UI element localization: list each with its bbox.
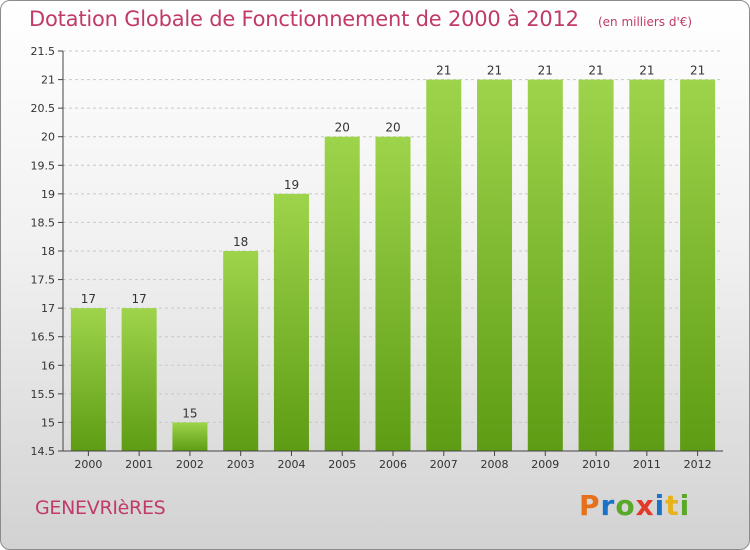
bar-2005: [324, 136, 360, 451]
x-tick-label: 2008: [481, 458, 509, 471]
chart-title: Dotation Globale de Fonctionnement de 20…: [29, 7, 579, 31]
data-label: 20: [335, 121, 350, 135]
bar-2004: [273, 193, 309, 451]
brand-letter: t: [665, 489, 680, 522]
brand-letter: o: [615, 489, 636, 522]
brand-logo: Proxiti: [579, 489, 690, 522]
x-tick-label: 2009: [531, 458, 559, 471]
axes: [62, 51, 723, 452]
bar-2003: [223, 251, 259, 451]
bar-2008: [477, 79, 513, 452]
brand-letter: i: [654, 489, 666, 522]
data-label: 21: [487, 64, 502, 78]
y-tick-label: 18: [41, 245, 55, 258]
y-tick-label: 20: [41, 131, 55, 144]
y-tick-label: 19.5: [31, 159, 56, 172]
y-tick-label: 14.5: [31, 445, 56, 458]
chart-unit: (en milliers d'€): [597, 15, 693, 29]
x-axis-ticks: 2000 2001 2002 2003 2004 2005 2006 2007 2008 2009…: [74, 451, 712, 471]
bar-2009: [527, 79, 563, 452]
x-tick-label: 2001: [125, 458, 153, 471]
bar-2002: [172, 422, 208, 451]
y-tick-label: 17: [41, 302, 55, 315]
data-label: 21: [436, 64, 451, 78]
bars: 17 17 15 18 19 20 20 21 21 21 21 21 21: [70, 64, 716, 452]
data-label: 18: [233, 235, 248, 249]
data-label: 21: [538, 64, 553, 78]
y-tick-label: 20.5: [31, 102, 56, 115]
x-tick-label: 2007: [430, 458, 458, 471]
y-tick-label: 15.5: [31, 388, 56, 401]
data-label: 19: [284, 178, 299, 192]
data-label: 17: [81, 292, 96, 306]
x-tick-label: 2010: [582, 458, 610, 471]
city-name: GENEVRIèRES: [35, 497, 166, 519]
bar-2000: [70, 308, 106, 451]
bar-2010: [578, 79, 614, 452]
y-tick-label: 18.5: [31, 216, 56, 229]
brand-letter: P: [579, 489, 601, 522]
x-tick-label: 2004: [277, 458, 305, 471]
y-tick-label: 21.5: [31, 45, 56, 58]
y-tick-label: 17.5: [31, 274, 56, 287]
x-tick-label: 2002: [176, 458, 204, 471]
data-label: 21: [639, 64, 654, 78]
y-axis-ticks: 14.5 15 15.5 16 16.5 17 17.5 18 18.5 19 19.5 20 20.5…: [31, 45, 63, 458]
brand-letter: r: [600, 489, 616, 522]
bar-2001: [121, 308, 157, 451]
bar-2006: [375, 136, 411, 451]
data-label: 21: [588, 64, 603, 78]
x-tick-label: 2000: [74, 458, 102, 471]
y-tick-label: 15: [41, 416, 55, 429]
data-label: 20: [385, 121, 400, 135]
x-tick-label: 2003: [227, 458, 255, 471]
data-label: 17: [132, 292, 147, 306]
data-label: 15: [182, 406, 197, 420]
brand-letter: x: [635, 489, 655, 522]
brand-letter: i: [679, 489, 691, 522]
bar-2007: [426, 79, 462, 452]
x-tick-label: 2005: [328, 458, 356, 471]
x-tick-label: 2006: [379, 458, 407, 471]
y-tick-label: 21: [41, 74, 55, 87]
y-tick-label: 19: [41, 188, 55, 201]
x-tick-label: 2012: [684, 458, 712, 471]
y-tick-label: 16.5: [31, 331, 56, 344]
data-label: 21: [690, 64, 705, 78]
y-tick-label: 16: [41, 359, 55, 372]
title-row: Dotation Globale de Fonctionnement de 20…: [29, 7, 692, 31]
x-tick-label: 2011: [633, 458, 661, 471]
bar-2011: [629, 79, 665, 452]
bar-2012: [680, 79, 716, 452]
